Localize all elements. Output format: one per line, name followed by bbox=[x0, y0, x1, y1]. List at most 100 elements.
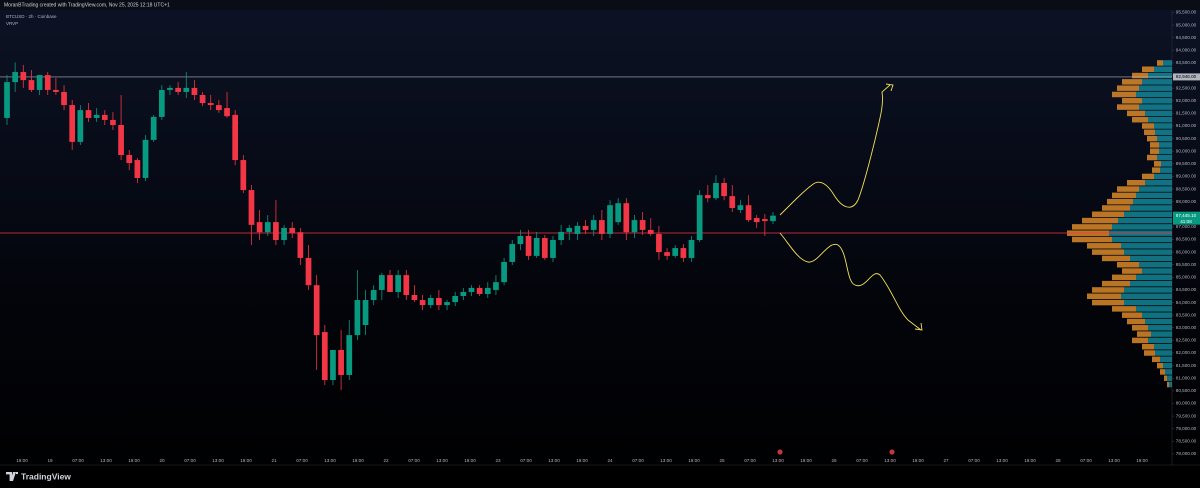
candle-body bbox=[36, 75, 43, 90]
volume-up bbox=[1130, 280, 1172, 287]
y-tick-label: 90,000.00 bbox=[1176, 148, 1197, 153]
volume-up bbox=[1157, 154, 1172, 161]
y-tick-label: 95,000.00 bbox=[1176, 22, 1197, 27]
x-tick-label: 07:00 bbox=[968, 458, 980, 463]
volume-down bbox=[1117, 85, 1139, 91]
candle-body bbox=[12, 72, 19, 83]
volume-up bbox=[1161, 161, 1172, 167]
volume-up bbox=[1112, 224, 1172, 230]
candle-body bbox=[721, 183, 727, 197]
x-tick-label: 19:00 bbox=[16, 458, 28, 463]
candle-body bbox=[191, 87, 198, 95]
y-tick-label: 89,500.00 bbox=[1176, 161, 1197, 166]
x-tick-label: 24 bbox=[607, 458, 613, 463]
volume-up bbox=[1136, 192, 1172, 199]
session-markers bbox=[777, 449, 895, 455]
volume-down bbox=[1142, 123, 1154, 129]
candle-body bbox=[688, 240, 695, 258]
volume-up bbox=[1160, 167, 1172, 173]
candle-body bbox=[427, 298, 434, 306]
candle-body bbox=[224, 108, 230, 117]
y-tick-label: 84,500.00 bbox=[1176, 287, 1197, 292]
y-tick-label: 87,000.00 bbox=[1176, 224, 1197, 229]
candle-body bbox=[550, 240, 556, 258]
y-tick-label: 92,500.00 bbox=[1176, 85, 1197, 90]
volume-up bbox=[1142, 312, 1172, 318]
y-tick-label: 94,500.00 bbox=[1176, 35, 1197, 40]
candle-body bbox=[672, 248, 679, 256]
y-tick-label: 94,000.00 bbox=[1176, 48, 1197, 53]
volume-up bbox=[1142, 268, 1172, 274]
volume-up bbox=[1151, 331, 1172, 337]
y-tick-label: 81,000.00 bbox=[1176, 375, 1197, 380]
candle-body bbox=[69, 105, 76, 142]
volume-down bbox=[1132, 116, 1148, 123]
y-tick-label: 86,000.00 bbox=[1176, 249, 1197, 254]
candle-body bbox=[737, 205, 744, 210]
volume-down bbox=[1112, 274, 1136, 281]
x-tick-label: 23 bbox=[495, 458, 501, 463]
x-tick-label: 07:00 bbox=[856, 458, 868, 463]
candle-body bbox=[607, 205, 613, 234]
candle-body bbox=[770, 215, 776, 222]
x-tick-label: 19:00 bbox=[1136, 458, 1148, 463]
candle-body bbox=[150, 116, 157, 140]
y-tick-label: 85,000.00 bbox=[1176, 275, 1197, 280]
volume-up bbox=[1133, 198, 1172, 205]
volume-up bbox=[1130, 205, 1172, 211]
candle-body bbox=[110, 119, 116, 125]
volume-down bbox=[1102, 205, 1130, 211]
candle-body bbox=[590, 220, 597, 230]
top-bar bbox=[0, 0, 1200, 10]
volume-down bbox=[1087, 243, 1121, 249]
x-tick-label: 13:00 bbox=[660, 458, 672, 463]
x-tick-label: 22 bbox=[383, 458, 389, 463]
x-tick-label: 19:00 bbox=[912, 458, 924, 463]
volume-up bbox=[1139, 261, 1172, 268]
candle-body bbox=[321, 332, 328, 380]
volume-up bbox=[1154, 66, 1172, 73]
volume-down bbox=[1117, 261, 1139, 268]
volume-down bbox=[1102, 280, 1130, 287]
x-tick-label: 07:00 bbox=[632, 458, 644, 463]
last-price-label: 87,445.10 bbox=[1176, 213, 1197, 218]
volume-up bbox=[1167, 375, 1172, 381]
time-axis: 19:00 19 07:00 13:00 19:00 20 07:00 13:00 19:00 2… bbox=[16, 458, 1148, 463]
volume-up bbox=[1155, 350, 1172, 356]
drawing-annotations bbox=[779, 83, 923, 331]
candle-body bbox=[85, 110, 92, 118]
x-tick-label: 07:00 bbox=[1080, 458, 1092, 463]
volume-up bbox=[1136, 274, 1172, 281]
candle-body bbox=[264, 222, 271, 233]
candle-body bbox=[199, 94, 206, 104]
session-icon bbox=[889, 449, 895, 455]
volume-down bbox=[1122, 98, 1142, 104]
candle-body bbox=[44, 75, 51, 90]
y-tick-label: 81,500.00 bbox=[1176, 363, 1197, 368]
x-tick-label: 19 bbox=[47, 458, 53, 463]
volume-down bbox=[1092, 249, 1124, 255]
volume-down bbox=[1072, 236, 1112, 243]
volume-up bbox=[1148, 325, 1172, 331]
candle-body bbox=[753, 218, 760, 223]
candle-body bbox=[93, 114, 100, 118]
volume-down bbox=[1102, 255, 1130, 262]
y-tick-label: 91,000.00 bbox=[1176, 123, 1197, 128]
candle-body bbox=[167, 87, 173, 90]
x-tick-label: 13:00 bbox=[212, 458, 224, 463]
candle-body bbox=[745, 205, 752, 221]
candle-body bbox=[411, 294, 418, 301]
candle-body bbox=[452, 296, 459, 303]
y-tick-label: 78,000.00 bbox=[1176, 451, 1197, 456]
logo-text: TradingView bbox=[21, 471, 71, 481]
volume-down bbox=[1132, 72, 1148, 79]
y-tick-label: 84,000.00 bbox=[1176, 300, 1197, 305]
volume-up bbox=[1136, 306, 1172, 312]
volume-down bbox=[1147, 135, 1157, 142]
candle-body bbox=[419, 300, 426, 306]
candle-body bbox=[305, 257, 312, 286]
volume-down bbox=[1072, 224, 1112, 230]
volume-down bbox=[1092, 287, 1124, 293]
